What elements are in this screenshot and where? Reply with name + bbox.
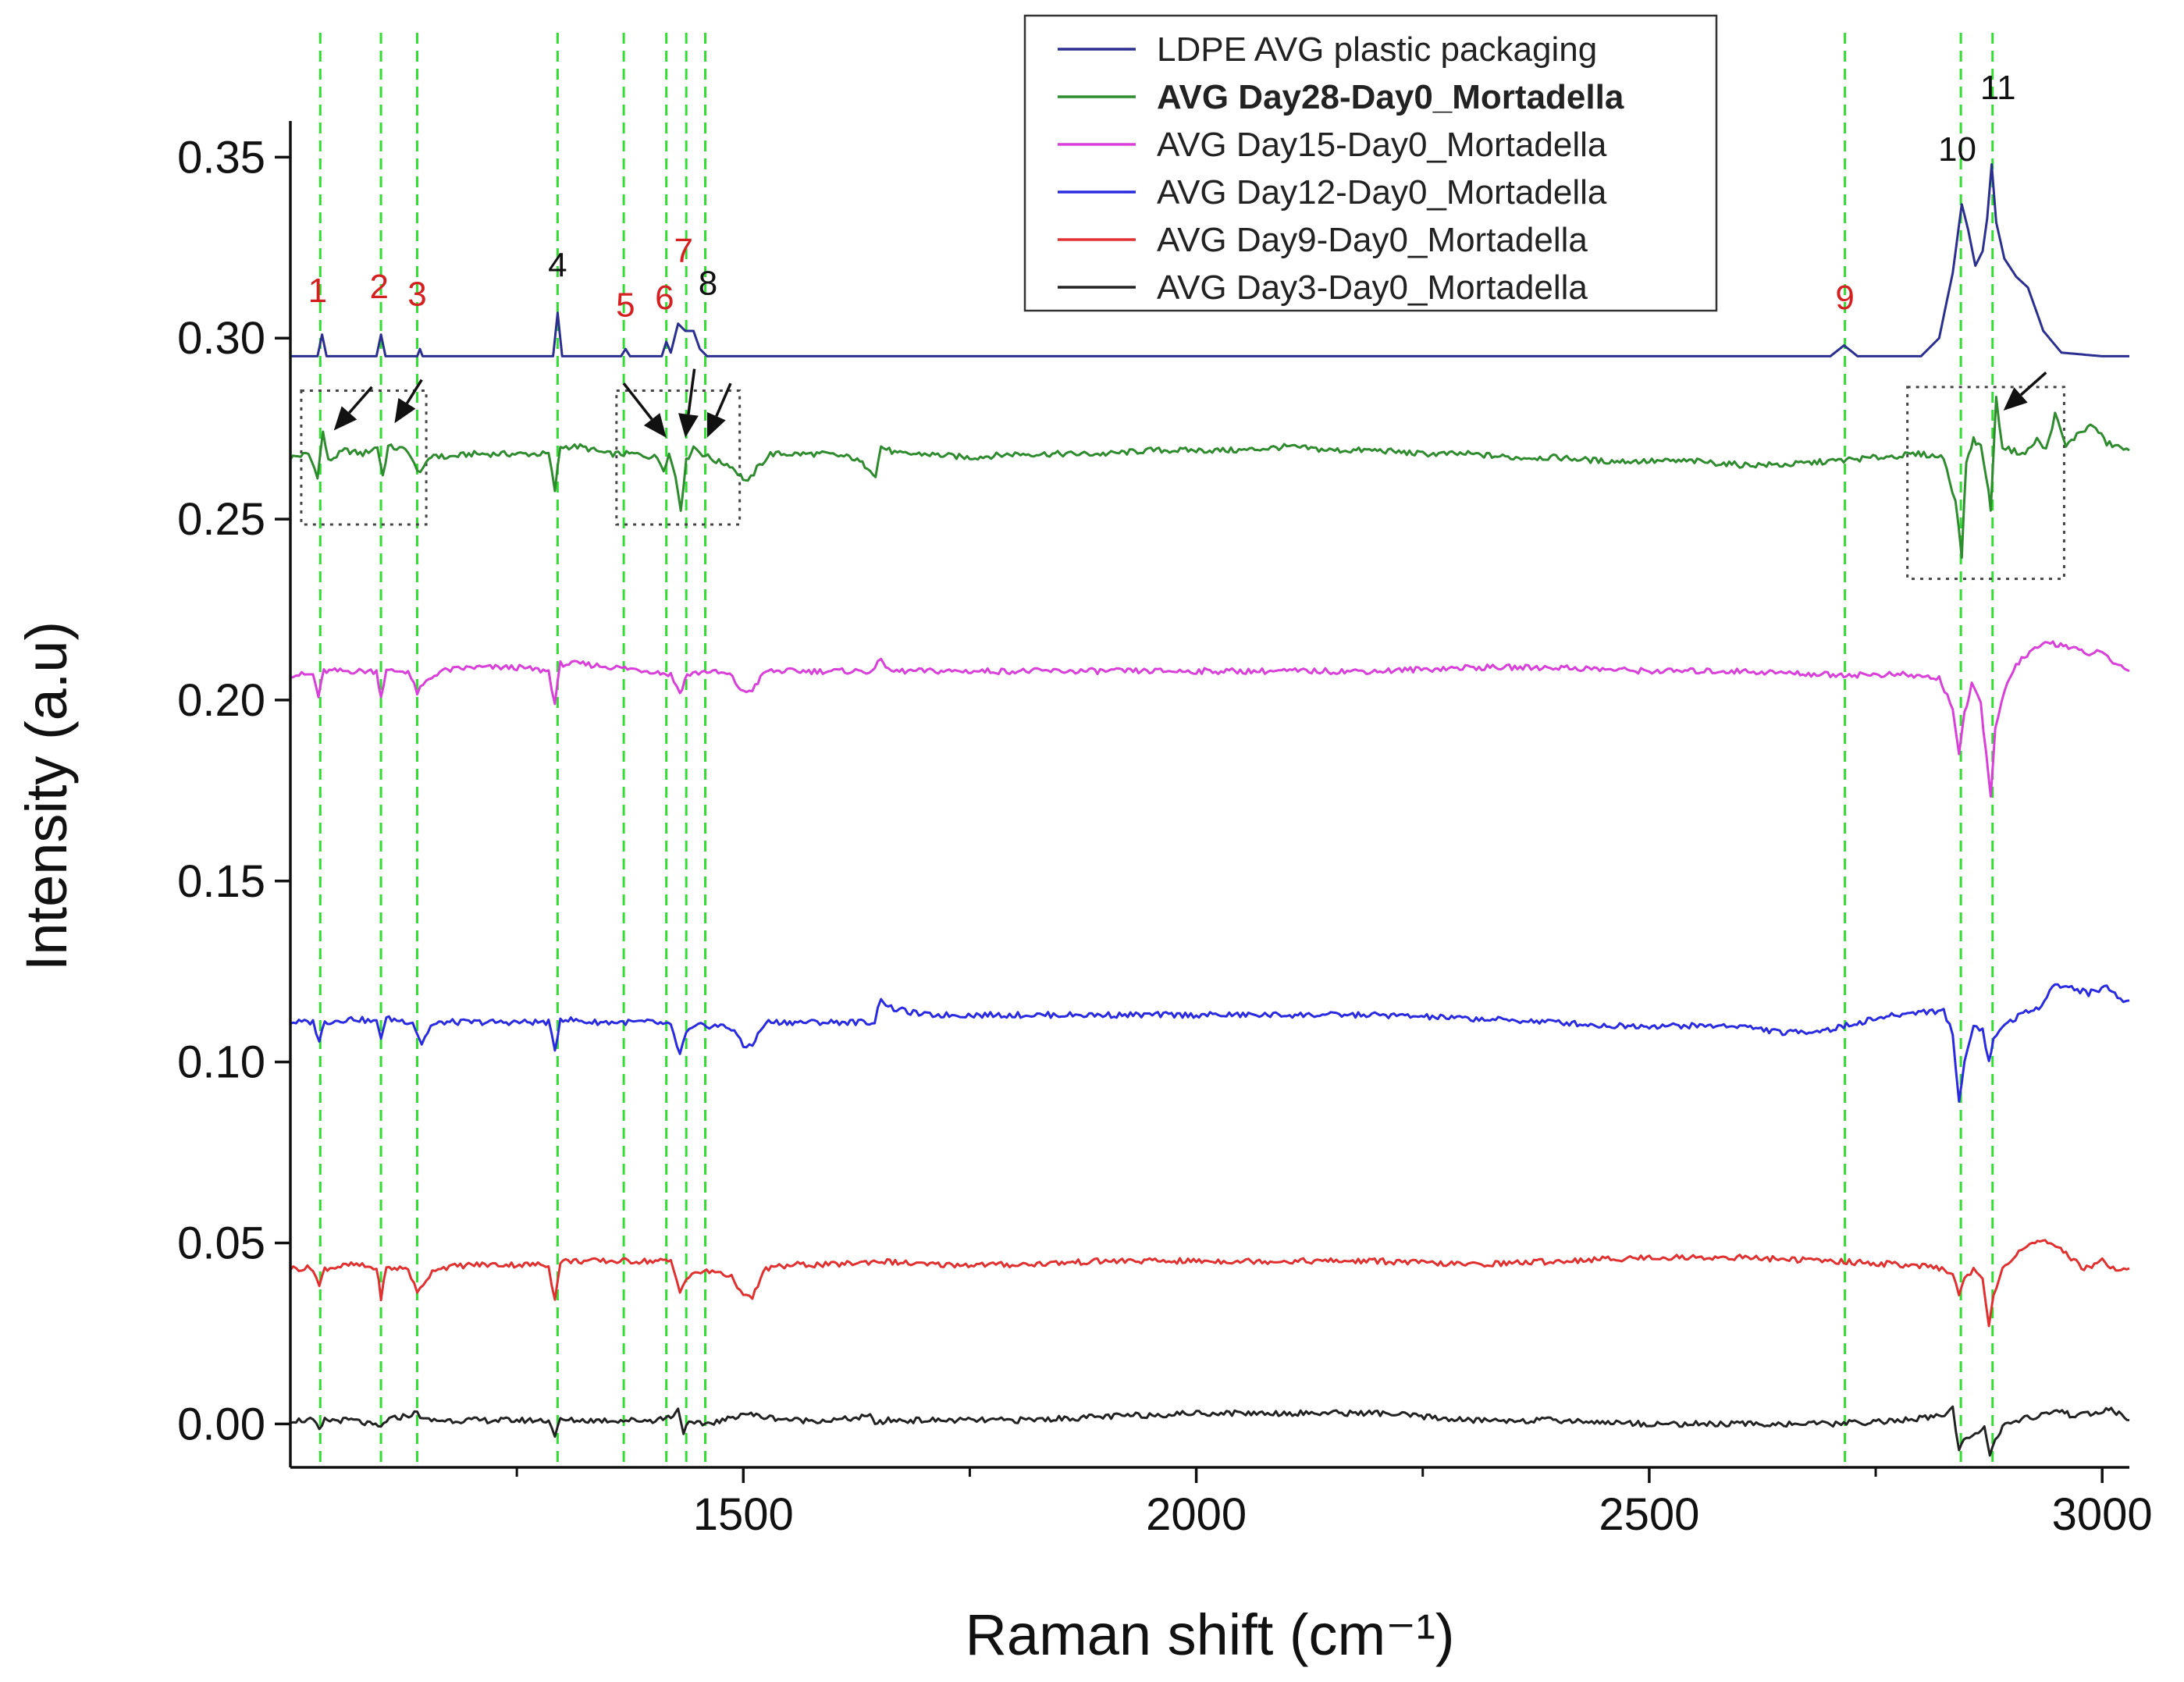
y-tick-label: 0.35 <box>177 132 265 183</box>
x-tick-label: 1500 <box>693 1489 794 1540</box>
peak-label-9: 9 <box>1835 279 1854 317</box>
x-tick-label: 2000 <box>1146 1489 1247 1540</box>
series-line-2 <box>289 396 2130 559</box>
peak-label-8: 8 <box>699 265 717 303</box>
highlight-boxes-layer <box>300 386 2065 581</box>
highlight-box-2 <box>615 389 742 526</box>
x-tick-label: 2500 <box>1599 1489 1699 1540</box>
y-tick-label: 0.20 <box>177 675 265 726</box>
peak-label-3: 3 <box>407 275 426 313</box>
reference-lines-layer <box>318 33 1994 1467</box>
peak-label-6: 6 <box>655 279 674 317</box>
peak-label-7: 7 <box>674 232 692 270</box>
legend-label: AVG Day3-Day0_Mortadella <box>1157 268 1588 307</box>
x-tick-label: 3000 <box>2052 1489 2153 1540</box>
peak-label-5: 5 <box>616 286 635 324</box>
series-line-3 <box>290 640 2130 798</box>
arrows-layer <box>333 368 2047 438</box>
y-tick-label: 0.30 <box>177 313 265 364</box>
series-line-6 <box>290 1405 2130 1457</box>
legend-entry-2: AVG Day28-Day0_Mortadella <box>1058 78 1624 116</box>
peak-label-11: 11 <box>1980 69 2016 107</box>
axes: 0.00 0.05 0.10 0.15 0.20 0.25 0.30 0.35 1500 200… <box>14 121 2153 1667</box>
x-ticks: 1500 2000 2500 3000 <box>515 1467 2153 1540</box>
peak-label-4: 4 <box>548 246 567 284</box>
y-tick-label: 0.15 <box>177 856 265 907</box>
arrow-5 <box>706 382 732 438</box>
highlight-box-3 <box>1906 386 2065 581</box>
arrow-3 <box>622 382 667 438</box>
legend-entry-3: AVG Day15-Day0_Mortadella <box>1058 126 1607 164</box>
arrow-1 <box>333 386 373 431</box>
legend-entry-6: AVG Day3-Day0_Mortadella <box>1058 268 1588 307</box>
peak-label-10: 10 <box>1938 130 1976 169</box>
legend-label: AVG Day12-Day0_Mortadella <box>1157 173 1607 212</box>
legend: LDPE AVG plastic packaging AVG Day28-Day0… <box>1023 14 1718 312</box>
legend-entry-1: LDPE AVG plastic packaging <box>1058 30 1597 69</box>
legend-entry-4: AVG Day12-Day0_Mortadella <box>1058 173 1607 212</box>
peak-label-1: 1 <box>308 272 327 310</box>
series-line-1 <box>290 163 2129 357</box>
y-axis-title: Intensity (a.u) <box>14 621 79 971</box>
arrow-4 <box>678 368 699 438</box>
y-tick-label: 0.05 <box>177 1218 265 1269</box>
legend-label: AVG Day9-Day0_Mortadella <box>1157 221 1588 259</box>
highlight-box-1 <box>300 389 428 526</box>
y-ticks: 0.00 0.05 0.10 0.15 0.20 0.25 0.30 0.35 <box>177 132 290 1449</box>
legend-box <box>1023 14 1718 312</box>
legend-label: LDPE AVG plastic packaging <box>1157 30 1597 69</box>
legend-entries: LDPE AVG plastic packaging AVG Day28-Day0… <box>1058 30 1624 307</box>
legend-entry-5: AVG Day9-Day0_Mortadella <box>1058 221 1588 259</box>
y-tick-label: 0.10 <box>177 1037 265 1088</box>
legend-label: AVG Day15-Day0_Mortadella <box>1157 126 1607 164</box>
y-tick-label: 0.25 <box>177 494 265 545</box>
peak-label-2: 2 <box>369 268 388 306</box>
x-axis-title: Raman shift (cm⁻¹) <box>965 1602 1454 1667</box>
arrow-2 <box>394 379 423 424</box>
series-layer <box>289 163 2130 1457</box>
series-line-4 <box>290 983 2130 1103</box>
series-line-5 <box>289 1239 2130 1328</box>
y-tick-label: 0.00 <box>177 1399 265 1449</box>
legend-label: AVG Day28-Day0_Mortadella <box>1157 78 1624 116</box>
arrow-6 <box>2003 371 2047 411</box>
